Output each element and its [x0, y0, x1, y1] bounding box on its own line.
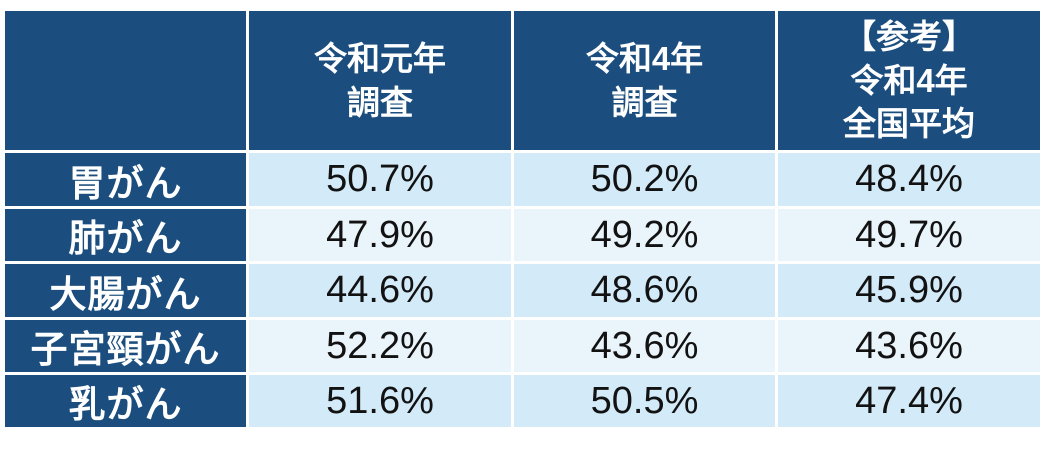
- column-header-reiwa1-survey: 令和元年 調査: [249, 11, 511, 150]
- value-cell: 50.5%: [514, 375, 775, 427]
- column-header-reiwa4-survey: 令和4年 調査: [514, 11, 775, 150]
- row-label-stomach-cancer: 胃がん: [5, 153, 246, 206]
- value-cell: 44.6%: [249, 264, 511, 317]
- value-cell: 45.9%: [778, 264, 1040, 317]
- value-cell: 48.6%: [514, 264, 775, 317]
- row-label-cervical-cancer: 子宮頸がん: [5, 320, 246, 372]
- row-label-breast-cancer: 乳がん: [5, 375, 246, 427]
- value-cell: 49.7%: [778, 209, 1040, 261]
- value-cell: 43.6%: [778, 320, 1040, 372]
- value-cell: 50.7%: [249, 153, 511, 206]
- value-cell: 43.6%: [514, 320, 775, 372]
- row-label-colorectal-cancer: 大腸がん: [5, 264, 246, 317]
- value-cell: 47.9%: [249, 209, 511, 261]
- cancer-screening-rate-table: 令和元年 調査 令和4年 調査 【参考】 令和4年 全国平均 胃がん 50.7%…: [5, 11, 1040, 427]
- value-cell: 49.2%: [514, 209, 775, 261]
- corner-header-cell: [5, 11, 246, 150]
- row-label-lung-cancer: 肺がん: [5, 209, 246, 261]
- value-cell: 50.2%: [514, 153, 775, 206]
- value-cell: 47.4%: [778, 375, 1040, 427]
- column-header-reiwa4-national-average: 【参考】 令和4年 全国平均: [778, 11, 1040, 150]
- value-cell: 52.2%: [249, 320, 511, 372]
- value-cell: 48.4%: [778, 153, 1040, 206]
- value-cell: 51.6%: [249, 375, 511, 427]
